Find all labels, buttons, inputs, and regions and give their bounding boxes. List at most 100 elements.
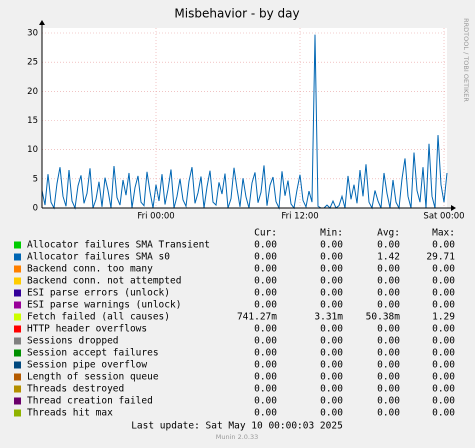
legend-stat: 0.00: [432, 372, 455, 383]
legend-stat: 0.00: [254, 240, 277, 251]
legend-stat: 3.31m: [314, 312, 343, 323]
legend-stat: 0.00: [377, 384, 400, 395]
legend-swatch: [14, 301, 21, 309]
legend-stat: 0.00: [432, 408, 455, 419]
x-axis-arrow: [451, 205, 456, 211]
legend-label: Backend conn. too many: [27, 264, 153, 275]
legend-stat: 0.00: [320, 336, 343, 347]
legend-stat: 0.00: [320, 384, 343, 395]
column-header: Max:: [432, 228, 455, 239]
legend-swatch: [14, 289, 21, 297]
column-header: Avg:: [377, 228, 400, 239]
legend-label: ESI parse warnings (unlock): [27, 300, 181, 311]
legend-stat: 0.00: [320, 264, 343, 275]
legend-stat: 0.00: [254, 360, 277, 371]
legend-stat: 0.00: [254, 276, 277, 287]
legend-label: Thread creation failed: [27, 396, 153, 407]
legend-stat: 0.00: [320, 408, 343, 419]
legend-swatch: [14, 277, 21, 285]
column-header: Cur:: [254, 228, 277, 239]
legend-stat: 0.00: [432, 300, 455, 311]
legend-label: HTTP header overflows: [27, 324, 147, 335]
legend-label: Fetch failed (all causes): [27, 312, 170, 323]
legend-stat: 0.00: [254, 264, 277, 275]
legend-stat: 0.00: [254, 372, 277, 383]
legend-stat: 1.29: [432, 312, 455, 323]
y-tick-label: 30: [27, 29, 38, 39]
last-update: Last update: Sat May 10 00:00:03 2025: [131, 421, 343, 432]
legend-swatch: [14, 253, 21, 261]
legend-stat: 29.71: [426, 252, 455, 263]
legend-stat: 0.00: [254, 384, 277, 395]
y-tick-label: 15: [27, 116, 38, 126]
plot-area: [42, 28, 447, 208]
legend-stat: 0.00: [320, 252, 343, 263]
legend-stat: 0.00: [320, 240, 343, 251]
legend-stat: 0.00: [254, 324, 277, 335]
y-tick-label: 25: [27, 58, 38, 68]
legend-stat: 0.00: [377, 360, 400, 371]
legend-stat: 0.00: [377, 276, 400, 287]
y-tick-label: 5: [33, 174, 38, 184]
legend-stat: 0.00: [432, 360, 455, 371]
column-header: Min:: [320, 228, 343, 239]
legend-stat: 0.00: [377, 324, 400, 335]
legend-stat: 0.00: [432, 336, 455, 347]
legend-stat: 0.00: [320, 288, 343, 299]
legend-stat: 0.00: [432, 396, 455, 407]
legend-stat: 0.00: [432, 240, 455, 251]
legend-swatch: [14, 313, 21, 321]
legend-stat: 0.00: [377, 336, 400, 347]
legend-stat: 0.00: [320, 348, 343, 359]
legend-stat: 0.00: [320, 360, 343, 371]
legend-swatch: [14, 241, 21, 249]
y-axis-arrow: [39, 20, 45, 25]
legend-stat: 0.00: [377, 264, 400, 275]
legend-stat: 0.00: [254, 288, 277, 299]
legend-label: ESI parse errors (unlock): [27, 288, 170, 299]
legend-swatch: [14, 349, 21, 357]
x-tick-label: Sat 00:00: [423, 212, 464, 222]
legend-stat: 0.00: [377, 288, 400, 299]
chart-title: Misbehavior - by day: [174, 7, 299, 21]
legend-stat: 0.00: [432, 288, 455, 299]
legend-stat: 0.00: [254, 252, 277, 263]
legend-label: Backend conn. not attempted: [27, 276, 181, 287]
legend-label: Length of session queue: [27, 372, 159, 383]
legend-label: Threads hit max: [27, 408, 113, 419]
x-tick-label: Fri 00:00: [137, 212, 174, 222]
legend-stat: 0.00: [254, 408, 277, 419]
side-text: RRDTOOL / TOBI OETIKER: [462, 18, 470, 102]
y-tick-label: 20: [27, 87, 38, 97]
legend-stat: 0.00: [377, 408, 400, 419]
legend-label: Sessions dropped: [27, 336, 119, 347]
legend-swatch: [14, 337, 21, 345]
legend-stat: 0.00: [377, 300, 400, 311]
legend-swatch: [14, 265, 21, 273]
legend-label: Allocator failures SMA Transient: [27, 240, 210, 251]
legend-stat: 0.00: [254, 396, 277, 407]
series-line: [41, 34, 448, 210]
legend-stat: 0.00: [377, 240, 400, 251]
y-tick-label: 10: [27, 145, 38, 155]
legend-swatch: [14, 325, 21, 333]
legend-stat: 1.42: [377, 252, 400, 263]
legend-label: Session pipe overflow: [27, 360, 147, 371]
legend-stat: 0.00: [320, 396, 343, 407]
legend-stat: 0.00: [320, 300, 343, 311]
legend-stat: 741.27m: [237, 312, 277, 323]
legend-stat: 0.00: [254, 348, 277, 359]
legend-label: Session accept failures: [27, 348, 159, 359]
legend-stat: 0.00: [432, 264, 455, 275]
legend-stat: 0.00: [377, 348, 400, 359]
legend-swatch: [14, 361, 21, 369]
legend-stat: 0.00: [254, 300, 277, 311]
legend-stat: 0.00: [254, 336, 277, 347]
legend-stat: 0.00: [432, 324, 455, 335]
legend-stat: 0.00: [432, 348, 455, 359]
legend-stat: 0.00: [377, 372, 400, 383]
legend-stat: 0.00: [320, 372, 343, 383]
legend-stat: 0.00: [320, 324, 343, 335]
legend-stat: 0.00: [432, 276, 455, 287]
